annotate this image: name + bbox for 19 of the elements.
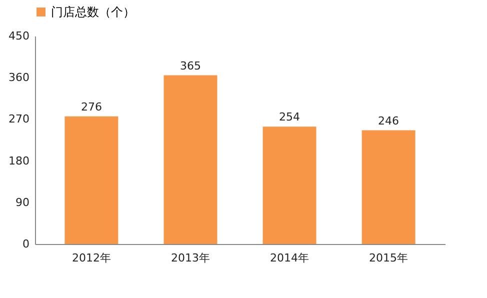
y-tick-label: 360 xyxy=(8,71,30,84)
bar xyxy=(64,116,118,244)
y-tick-label: 0 xyxy=(22,238,30,250)
y-tick-label: 450 xyxy=(8,30,30,42)
y-tick-label: 180 xyxy=(8,154,30,168)
data-label: 276 xyxy=(80,100,102,114)
data-label: 365 xyxy=(180,59,201,72)
bar xyxy=(164,75,218,244)
x-tick-label: 2013年 xyxy=(170,252,210,264)
x-tick-label: 2015年 xyxy=(369,252,408,264)
data-label: 246 xyxy=(378,114,400,128)
x-tick-label: 2012年 xyxy=(72,252,111,264)
legend-label: 门店总数（个） xyxy=(51,5,135,19)
y-tick-label: 90 xyxy=(16,196,30,209)
bar xyxy=(262,126,316,244)
data-label: 254 xyxy=(279,110,300,124)
x-tick-label: 2014年 xyxy=(270,252,310,264)
y-tick-label: 270 xyxy=(8,112,30,126)
bar xyxy=(362,130,416,244)
